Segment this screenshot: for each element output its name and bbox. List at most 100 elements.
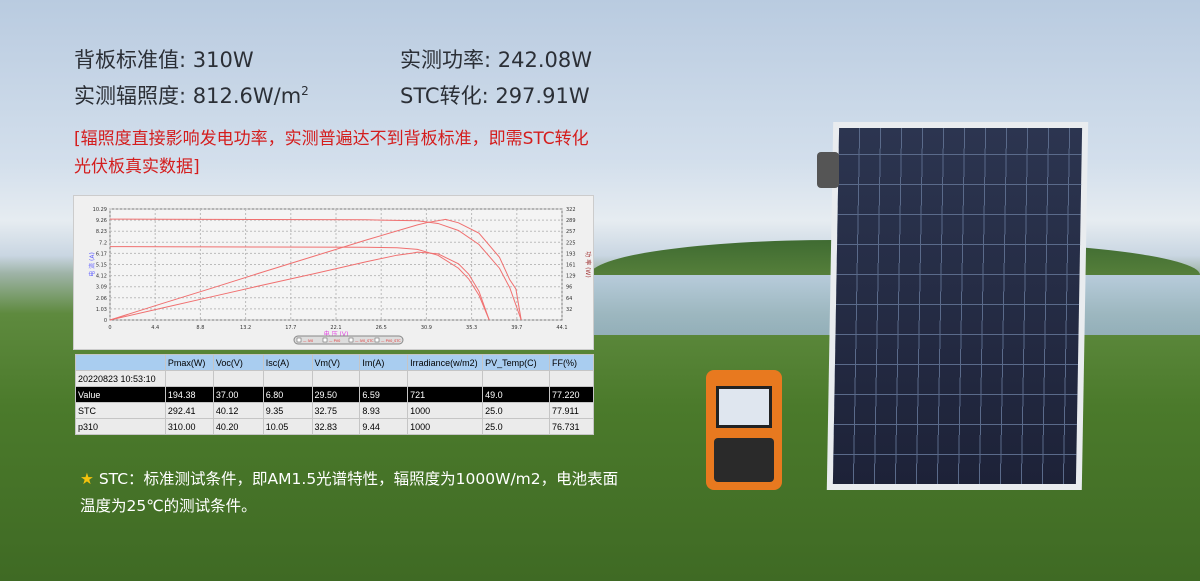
y2-tick-label: 161 bbox=[566, 263, 576, 269]
table-row[interactable]: STC 292.41 40.12 9.35 32.75 8.93 1000 25.0 77.91… bbox=[75, 402, 594, 419]
table-cell: 40.12 bbox=[212, 402, 264, 419]
table-cell: 8.93 bbox=[359, 402, 409, 419]
series-pv0-stc bbox=[109, 218, 522, 321]
legend-checkbox bbox=[348, 337, 354, 343]
table-cell bbox=[407, 370, 484, 387]
table-cell: 29.50 bbox=[311, 386, 361, 403]
y-axis-label: 电 流 (A) bbox=[88, 252, 96, 277]
series-iv0-stc bbox=[109, 218, 522, 321]
junction-box bbox=[817, 152, 839, 188]
table-cell bbox=[549, 370, 594, 387]
y-tick-label: 10.29 bbox=[93, 207, 107, 213]
red-note: [辐照度直接影响发电功率，实测普遍达不到背板标准，即需STC转化光伏板真实数据] bbox=[74, 129, 589, 177]
y2-tick-label: 289 bbox=[566, 218, 576, 224]
footnote-text: STC：标准测试条件，即AM1.5光谱特性，辐照度为1000W/m2，电池表面温… bbox=[80, 470, 619, 515]
legend-checkbox bbox=[374, 337, 380, 343]
table-cell: 49.0 bbox=[482, 386, 551, 403]
x-tick-label: 0 bbox=[108, 325, 111, 331]
x-tick-label: 44.1 bbox=[556, 325, 567, 331]
table-cell: 77.220 bbox=[549, 386, 594, 403]
y-tick-label: 2.06 bbox=[96, 296, 107, 302]
x-tick-label: 39.7 bbox=[511, 325, 522, 331]
x-tick-label: 17.7 bbox=[285, 325, 296, 331]
table-header-row[interactable]: Pmax(W) Voc(V) Isc(A) Vm(V) Im(A) Irradiance(… bbox=[75, 354, 594, 371]
table-cell: 9.35 bbox=[262, 402, 313, 419]
solar-panel bbox=[826, 122, 1089, 490]
stc-power: STC转化: 297.91W bbox=[400, 84, 590, 108]
legend-item: — PV0_STC bbox=[381, 339, 401, 343]
y2-tick-label: 193 bbox=[566, 251, 576, 257]
iv-pv-chart: 0 4.4 8.8 13.2 17.7 22.1 26.5 30.9 35.3 39.7 44.1 0… bbox=[73, 195, 594, 350]
y-tick-label: 7.2 bbox=[99, 240, 107, 246]
x-axis-label: 电 压 (V) bbox=[324, 330, 349, 338]
table-cell: 194.38 bbox=[164, 386, 214, 403]
table-cell: 25.0 bbox=[482, 418, 551, 435]
table-cell: 40.20 bbox=[212, 418, 264, 435]
irradiance-text: 实测辐照度: 812.6W/m bbox=[74, 84, 302, 108]
x-tick-label: 35.3 bbox=[466, 325, 477, 331]
y2-tick-label: 32 bbox=[566, 307, 572, 313]
table-cell: 721 bbox=[407, 386, 484, 403]
legend-item: — IV0_STC bbox=[355, 339, 374, 343]
y-tick-label: 5.15 bbox=[96, 263, 107, 269]
y-tick-label: 9.26 bbox=[96, 218, 107, 224]
y2-tick-label: 64 bbox=[566, 296, 572, 302]
table-cell: Irradiance(w/m2) bbox=[407, 354, 484, 371]
table-cell: Im(A) bbox=[359, 354, 409, 371]
table-cell: 1000 bbox=[407, 402, 484, 419]
table-cell: 25.0 bbox=[482, 402, 551, 419]
y2-tick-label: 96 bbox=[566, 285, 572, 291]
table-cell: 20220823 10:53:10 bbox=[75, 370, 166, 387]
table-cell bbox=[482, 370, 551, 387]
table-cell: Pmax(W) bbox=[164, 354, 214, 371]
table-cell: 32.75 bbox=[311, 402, 361, 419]
x-tick-label: 26.5 bbox=[376, 325, 387, 331]
y2-tick-label: 257 bbox=[566, 229, 576, 235]
y-tick-label: 3.09 bbox=[96, 285, 107, 291]
table-cell: Voc(V) bbox=[212, 354, 264, 371]
table-cell bbox=[164, 370, 214, 387]
y-tick-label: 4.12 bbox=[96, 274, 107, 280]
pv-analyzer-device bbox=[706, 370, 782, 490]
rated-value: 背板标准值: 310W bbox=[74, 48, 254, 72]
table-cell: 6.80 bbox=[262, 386, 313, 403]
y-tick-label: 0 bbox=[104, 318, 107, 324]
table-cell: 292.41 bbox=[164, 402, 214, 419]
table-cell bbox=[311, 370, 361, 387]
y2-tick-label: 129 bbox=[566, 274, 576, 280]
legend-item: — PV0 bbox=[329, 339, 340, 343]
x-tick-label: 22.1 bbox=[330, 325, 341, 331]
x-tick-label: 8.8 bbox=[196, 325, 204, 331]
y2-tick-label: 225 bbox=[566, 240, 576, 246]
y2-tick-label: 322 bbox=[566, 207, 576, 213]
measured-power: 实测功率: 242.08W bbox=[400, 48, 592, 72]
table-cell bbox=[75, 354, 166, 371]
table-row[interactable]: p310 310.00 40.20 10.05 32.83 9.44 1000 25.0 76.… bbox=[75, 418, 594, 435]
y-tick-label: 8.23 bbox=[96, 229, 107, 235]
series-pv0 bbox=[109, 251, 490, 321]
legend-item: — IV0 bbox=[303, 339, 313, 343]
y2-axis-label: 功 率 (W) bbox=[584, 251, 592, 277]
star-icon: ★ bbox=[80, 470, 94, 488]
table-cell: Isc(A) bbox=[262, 354, 313, 371]
table-cell bbox=[262, 370, 313, 387]
table-row[interactable]: Value 194.38 37.00 6.80 29.50 6.59 721 49.0 77.2… bbox=[75, 386, 594, 403]
table-cell: PV_Temp(C) bbox=[482, 354, 551, 371]
table-cell bbox=[212, 370, 264, 387]
series-iv0 bbox=[109, 246, 490, 321]
results-table: Pmax(W) Voc(V) Isc(A) Vm(V) Im(A) Irradiance(… bbox=[75, 354, 594, 435]
table-cell: 10.05 bbox=[262, 418, 313, 435]
table-cell: 6.59 bbox=[359, 386, 409, 403]
x-tick-label: 13.2 bbox=[240, 325, 251, 331]
y-tick-label: 1.03 bbox=[96, 307, 107, 313]
table-cell: 76.731 bbox=[549, 418, 594, 435]
table-row[interactable]: 20220823 10:53:10 bbox=[75, 370, 594, 387]
table-cell: FF(%) bbox=[549, 354, 594, 371]
table-cell: p310 bbox=[75, 418, 166, 435]
y-tick-label: 6.17 bbox=[96, 251, 107, 257]
footnote: ★ STC：标准测试条件，即AM1.5光谱特性，辐照度为1000W/m2，电池表… bbox=[80, 466, 620, 520]
table-cell: 1000 bbox=[407, 418, 484, 435]
measured-irradiance: 实测辐照度: 812.6W/m2 bbox=[74, 80, 309, 110]
table-cell: STC bbox=[75, 402, 166, 419]
superscript: 2 bbox=[301, 84, 309, 98]
